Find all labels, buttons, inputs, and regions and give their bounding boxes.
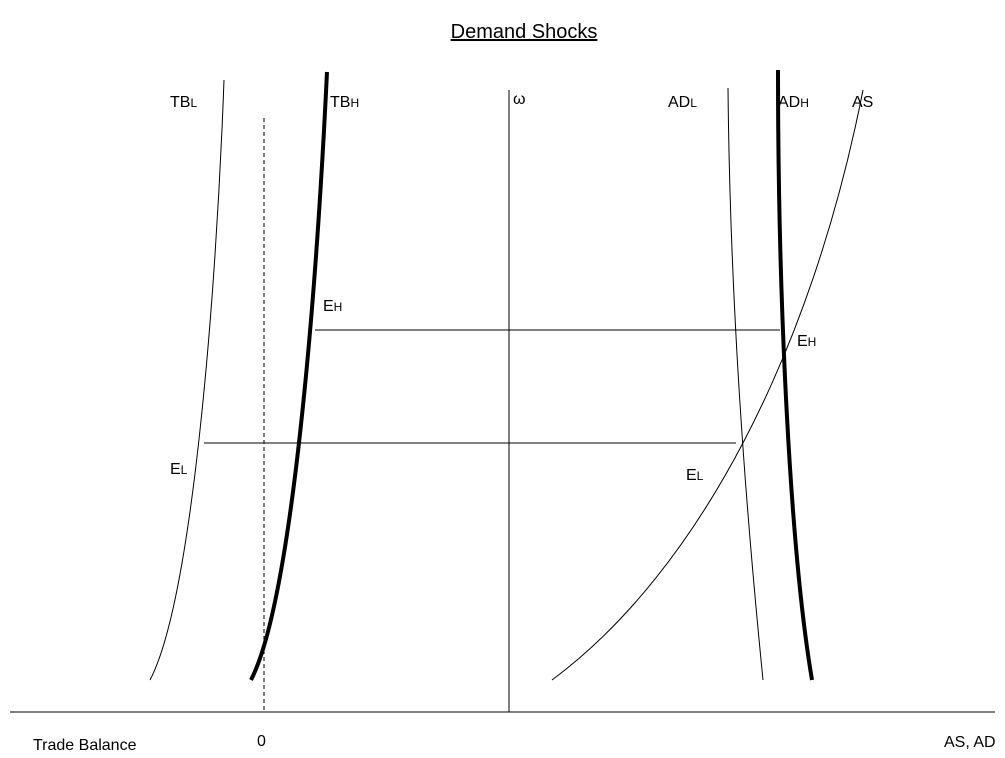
curve-label: TBL xyxy=(170,94,197,111)
ad-high-curve xyxy=(776,69,814,681)
label-base: TB xyxy=(170,94,190,111)
label-sub: H xyxy=(808,335,817,349)
axis-right-label: AS, AD xyxy=(944,734,996,751)
ad-low-curve xyxy=(727,87,764,681)
curve-label: EH xyxy=(323,298,342,315)
curve-label: ADL xyxy=(668,94,697,111)
label-sub: L xyxy=(181,463,188,477)
tb-low-curve xyxy=(149,79,225,681)
label-sub: H xyxy=(800,96,809,110)
curve-label: EL xyxy=(686,467,704,484)
axis-zero-label: 0 xyxy=(257,733,266,750)
as-curve xyxy=(551,89,864,681)
label-base: ω xyxy=(513,91,526,108)
curve-label: ω xyxy=(513,91,526,108)
label-base: TB xyxy=(330,94,350,111)
label-base: AS xyxy=(852,94,873,111)
label-base: E xyxy=(797,333,808,350)
label-base: AD xyxy=(778,94,800,111)
curve-label: ADH xyxy=(778,94,809,111)
label-base: E xyxy=(170,461,181,478)
label-sub: L xyxy=(690,96,697,110)
curve-label: AS xyxy=(852,94,873,111)
label-sub: H xyxy=(334,300,343,314)
label-sub: H xyxy=(350,96,359,110)
title: Demand Shocks xyxy=(451,21,598,43)
label-base: E xyxy=(686,467,697,484)
label-sub: L xyxy=(697,469,704,483)
curve-label: EL xyxy=(170,461,188,478)
curve-label: TBH xyxy=(330,94,359,111)
label-sub: L xyxy=(190,96,197,110)
label-base: AD xyxy=(668,94,690,111)
curve-label: EH xyxy=(797,333,816,350)
label-base: E xyxy=(323,298,334,315)
tb-high-curve xyxy=(249,71,329,681)
axis-left-label: Trade Balance xyxy=(33,737,137,754)
